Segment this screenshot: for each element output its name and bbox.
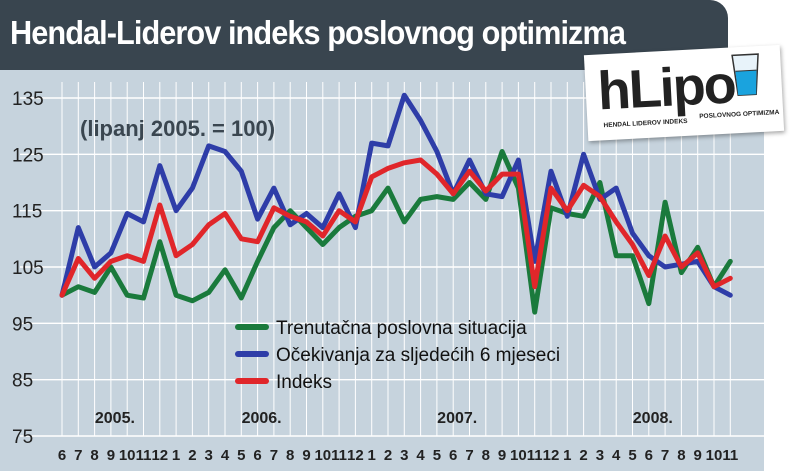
y-tick-115: 115 (12, 202, 42, 223)
x-tick-9: 3 (205, 447, 213, 464)
legend-label-1: Očekivanja za sljedećih 6 mjeseci (276, 345, 560, 366)
hlipo-logo: hLipo HENDAL LIDEROV INDEKS POSLOVNOG OP… (583, 44, 785, 142)
y-tick-105: 105 (12, 258, 44, 279)
year-label-2005: 2005. (95, 410, 135, 427)
x-tick-30: 12 (543, 447, 560, 464)
x-tick-26: 8 (482, 447, 490, 464)
x-tick-19: 1 (368, 447, 376, 464)
x-tick-37: 7 (661, 447, 669, 464)
legend-label-0: Trenutačna poslovna situacija (276, 318, 527, 339)
x-tick-34: 4 (612, 447, 621, 464)
y-tick-135: 135 (12, 89, 44, 110)
series-line-1 (59, 92, 733, 298)
year-label-2007: 2007. (437, 410, 477, 427)
x-tick-25: 7 (465, 447, 473, 464)
grid-lines (20, 82, 764, 437)
x-tick-36: 6 (645, 447, 653, 464)
x-tick-10: 4 (221, 447, 230, 464)
x-tick-32: 2 (579, 447, 587, 464)
x-tick-23: 5 (433, 447, 441, 464)
x-tick-0: 6 (58, 447, 66, 464)
x-tick-17: 11 (331, 447, 347, 464)
x-tick-29: 11 (527, 447, 543, 464)
x-tick-8: 2 (188, 447, 196, 464)
legend-label-2: Indeks (276, 372, 332, 393)
x-tick-28: 10 (510, 447, 527, 464)
series-lines (59, 92, 733, 315)
x-tick-39: 9 (694, 447, 702, 464)
x-tick-18: 12 (347, 447, 364, 464)
x-tick-15: 9 (302, 447, 310, 464)
x-tick-24: 6 (449, 447, 457, 464)
x-tick-21: 3 (400, 447, 408, 464)
x-tick-4: 10 (119, 447, 136, 464)
series-line-2 (59, 157, 733, 298)
x-tick-6: 12 (151, 447, 168, 464)
x-tick-22: 4 (416, 447, 425, 464)
x-tick-33: 3 (596, 447, 604, 464)
y-tick-75: 75 (12, 427, 33, 448)
glass-icon (731, 53, 759, 96)
y-tick-125: 125 (12, 145, 44, 166)
x-tick-labels: 6 7 8 9 10 11 12 1 2 3 4 5 6 7 8 9 10 11 12 1 2 3 4 5 6 7 8 9 10 11 12… (58, 447, 738, 464)
x-tick-1: 7 (74, 447, 82, 464)
y-tick-85: 85 (12, 371, 33, 392)
year-label-2008: 2008. (633, 410, 673, 427)
chart-title: Hendal-Liderov indeks poslovnog optimizm… (10, 14, 626, 51)
chart-subtitle: (lipanj 2005. = 100) (80, 116, 275, 141)
x-tick-35: 5 (628, 447, 636, 464)
x-tick-5: 11 (136, 447, 152, 464)
x-tick-13: 7 (270, 447, 278, 464)
x-tick-16: 10 (314, 447, 331, 464)
x-tick-7: 1 (172, 447, 180, 464)
year-label-2006: 2006. (242, 410, 282, 427)
x-tick-38: 8 (677, 447, 685, 464)
x-tick-31: 1 (563, 447, 571, 464)
x-tick-20: 2 (384, 447, 392, 464)
x-tick-3: 9 (107, 447, 115, 464)
year-labels: 2005. 2006. 2007. 2008. (95, 410, 673, 427)
x-tick-2: 8 (90, 447, 98, 464)
x-tick-41: 11 (722, 447, 738, 464)
x-tick-27: 9 (498, 447, 506, 464)
y-tick-labels: 135 125 115 105 95 85 75 (12, 89, 44, 448)
series-line-0 (59, 149, 733, 315)
x-tick-12: 6 (253, 447, 261, 464)
chart-header: Hendal-Liderov indeks poslovnog optimizm… (0, 0, 728, 70)
x-tick-11: 5 (237, 447, 245, 464)
x-tick-40: 10 (706, 447, 723, 464)
legend: Trenutačna poslovna situacija Očekivanja … (235, 318, 560, 393)
x-tick-14: 8 (286, 447, 294, 464)
y-tick-95: 95 (12, 314, 33, 335)
